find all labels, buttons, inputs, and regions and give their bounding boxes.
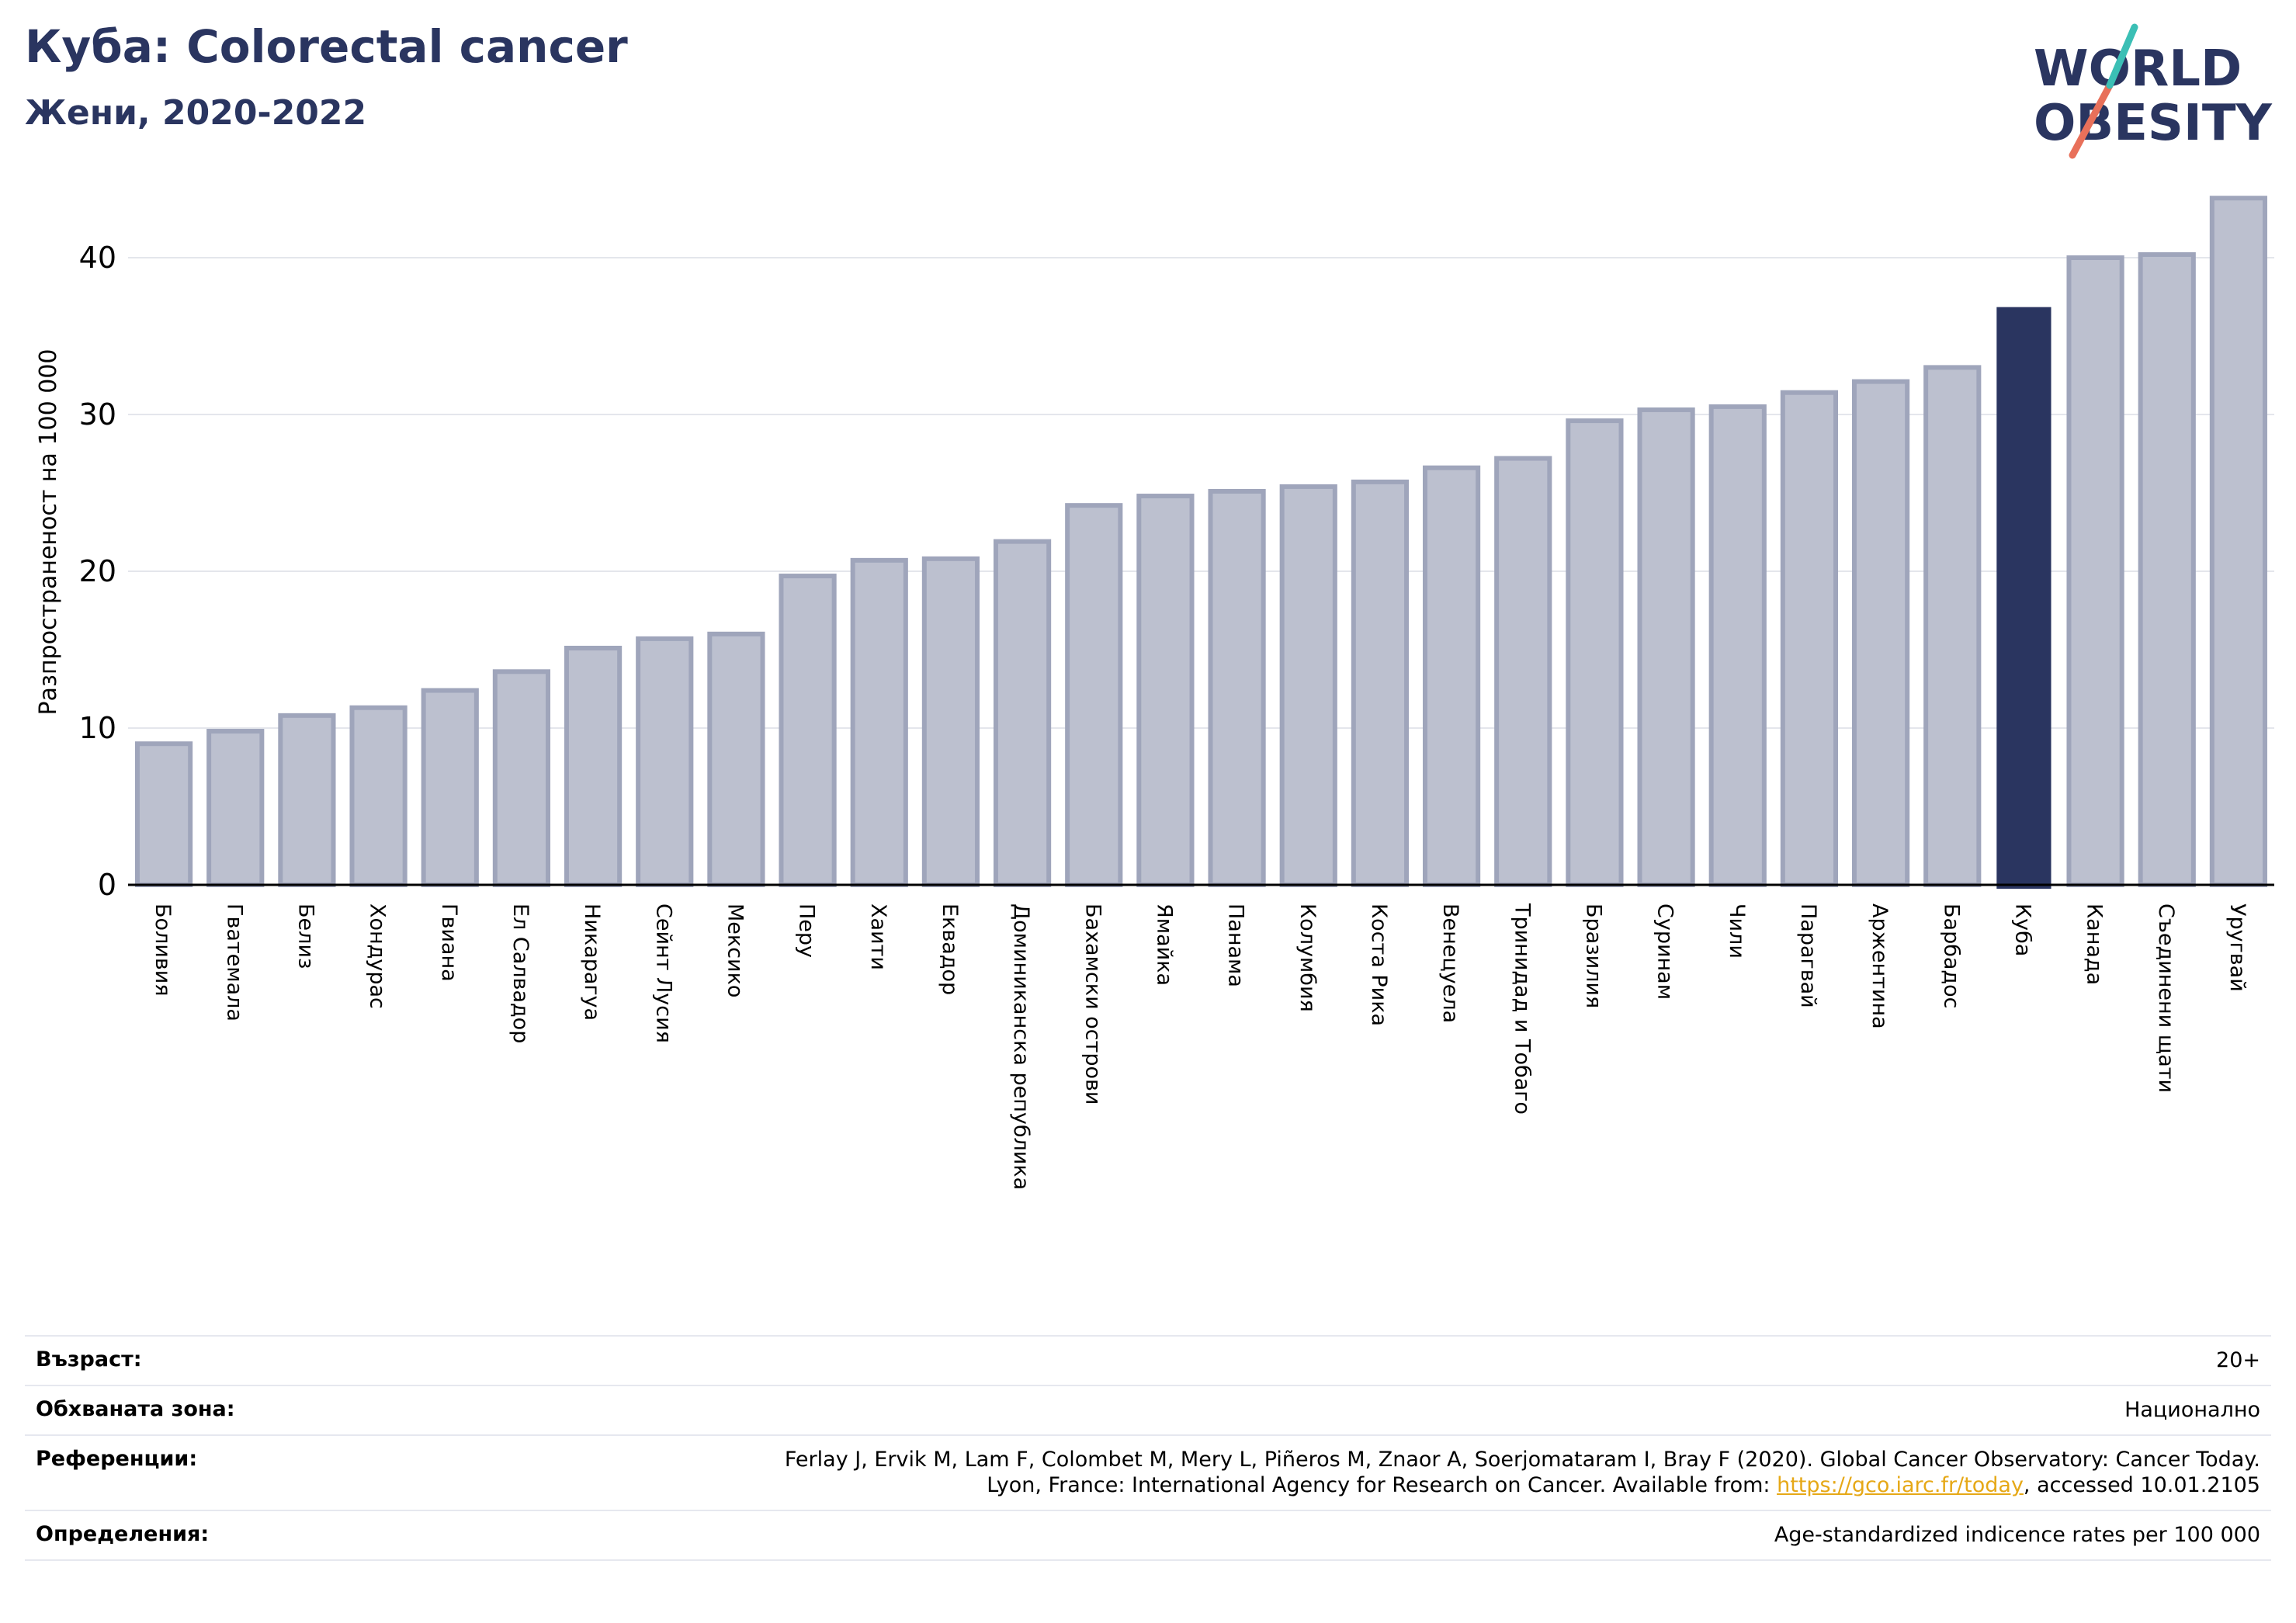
y-tick-label: 30 xyxy=(79,397,116,432)
x-tick-label: Никарагуа xyxy=(580,903,604,1021)
logo-slash-teal xyxy=(2106,23,2138,89)
bar xyxy=(707,631,765,887)
x-tick-label: Доминиканска република xyxy=(1009,903,1033,1190)
y-axis-label: Разпространеност на 100 000 xyxy=(35,349,62,716)
bar xyxy=(1208,488,1266,887)
x-tick-label: Суринам xyxy=(1653,903,1677,1000)
bar xyxy=(1708,404,1767,887)
bar xyxy=(993,539,1052,887)
x-tick-label: Перу xyxy=(795,903,819,958)
x-tick-label: Мексико xyxy=(723,903,747,997)
x-tick-label: Гватемала xyxy=(222,903,246,1021)
bar-chart: 0 10 20 30 40 Разпространеност на 100 000 Боли… xyxy=(35,196,2274,1190)
bar xyxy=(1065,503,1123,887)
y-tick-label: 0 xyxy=(98,868,116,902)
y-tick-label: 40 xyxy=(79,241,116,275)
bar xyxy=(850,557,908,887)
chart-title: Куба: Colorectal cancer xyxy=(25,20,628,73)
x-tick-label: Барбадос xyxy=(1939,903,1963,1008)
age-value: 20+ xyxy=(2216,1348,2260,1372)
logo-line1: WORLD xyxy=(2034,40,2242,98)
info-row-age: Възраст: 20+ xyxy=(25,1335,2271,1385)
bar xyxy=(1923,365,1982,887)
x-tick-label: Парагвай xyxy=(1796,903,1820,1008)
bar xyxy=(2138,251,2196,887)
world-obesity-logo: WORLD OBESITY xyxy=(2034,23,2272,159)
bar xyxy=(1422,465,1481,887)
bar xyxy=(779,574,837,887)
x-tick-label: Уругвай xyxy=(2225,903,2249,992)
info-row-definitions: Определения: Age-standardized indicence … xyxy=(25,1510,2271,1561)
area-value: Национално xyxy=(2124,1397,2260,1422)
info-table: Възраст: 20+ Обхваната зона: Национално … xyxy=(25,1335,2271,1561)
bar xyxy=(1279,484,1337,887)
bar xyxy=(2209,196,2268,888)
y-tick-label: 10 xyxy=(79,711,116,745)
bar xyxy=(1351,479,1410,887)
bar xyxy=(2066,255,2124,887)
x-tick-label: Канада xyxy=(2083,903,2107,985)
x-tick-label: Чили xyxy=(1725,903,1749,959)
x-tick-label: Ел Салвадор xyxy=(508,903,532,1043)
bar xyxy=(1851,379,1910,887)
x-tick-label: Белиз xyxy=(293,903,317,969)
x-tick-label: Колумбия xyxy=(1295,903,1320,1012)
x-tick-label: Ямайка xyxy=(1152,903,1176,986)
x-tick-label: Боливия xyxy=(151,903,175,997)
x-tick-label: Еквадор xyxy=(938,903,962,995)
x-tick-label: Съединени щати xyxy=(2154,903,2178,1093)
bar xyxy=(1136,494,1195,887)
bar xyxy=(1996,307,2051,889)
x-tick-label: Хаити xyxy=(866,903,890,970)
bar xyxy=(134,741,193,888)
x-tick-label: Сейнт Лусия xyxy=(651,903,675,1043)
bar xyxy=(1780,390,1839,888)
bar xyxy=(564,645,623,887)
x-tick-label: Коста Рика xyxy=(1367,903,1391,1026)
definitions-value: Age-standardized indicence rates per 100… xyxy=(1774,1523,2260,1547)
x-tick-label: Куба xyxy=(2010,903,2034,956)
references-line2-post: , accessed 10.01.2105 xyxy=(2023,1473,2260,1498)
x-tick-label: Венецуела xyxy=(1438,903,1462,1023)
references-value: Ferlay J, Ervik M, Lam F, Colombet M, Me… xyxy=(785,1447,2260,1500)
logo-slash-red xyxy=(2069,81,2114,159)
bar xyxy=(1566,418,1624,887)
bar xyxy=(349,705,408,887)
area-label: Обхваната зона: xyxy=(36,1396,235,1421)
x-tick-label: Панама xyxy=(1224,903,1248,987)
bar xyxy=(206,729,265,887)
references-label: Референции: xyxy=(36,1446,198,1471)
bar xyxy=(1494,456,1552,887)
x-tick-label: Тринидад и Тобаго xyxy=(1510,903,1534,1115)
chart-subtitle: Жени, 2020-2022 xyxy=(25,93,367,133)
y-tick-label: 20 xyxy=(79,554,116,588)
bar xyxy=(421,688,479,888)
info-row-references: Референции: Ferlay J, Ervik M, Lam F, Co… xyxy=(25,1434,2271,1510)
references-link[interactable]: https://gco.iarc.fr/today xyxy=(1777,1473,2024,1498)
bar xyxy=(636,636,694,887)
x-tick-label: Бразилия xyxy=(1581,903,1605,1008)
references-line2-pre: Lyon, France: International Agency for R… xyxy=(987,1473,1777,1498)
x-tick-label: Аржентина xyxy=(1868,903,1892,1029)
definitions-label: Определения: xyxy=(36,1522,210,1546)
bar xyxy=(278,713,336,888)
x-tick-label: Гвиана xyxy=(437,903,461,982)
bar xyxy=(921,556,980,888)
bar xyxy=(492,669,551,888)
references-line1: Ferlay J, Ervik M, Lam F, Colombet M, Me… xyxy=(784,1447,2260,1472)
age-label: Възраст: xyxy=(36,1347,142,1372)
info-row-area: Обхваната зона: Национално xyxy=(25,1384,2271,1434)
logo-line2: OBESITY xyxy=(2034,95,2272,152)
x-tick-label: Бахамски острови xyxy=(1080,903,1105,1105)
bar xyxy=(1637,407,1695,887)
x-tick-label: Хондурас xyxy=(366,903,390,1009)
